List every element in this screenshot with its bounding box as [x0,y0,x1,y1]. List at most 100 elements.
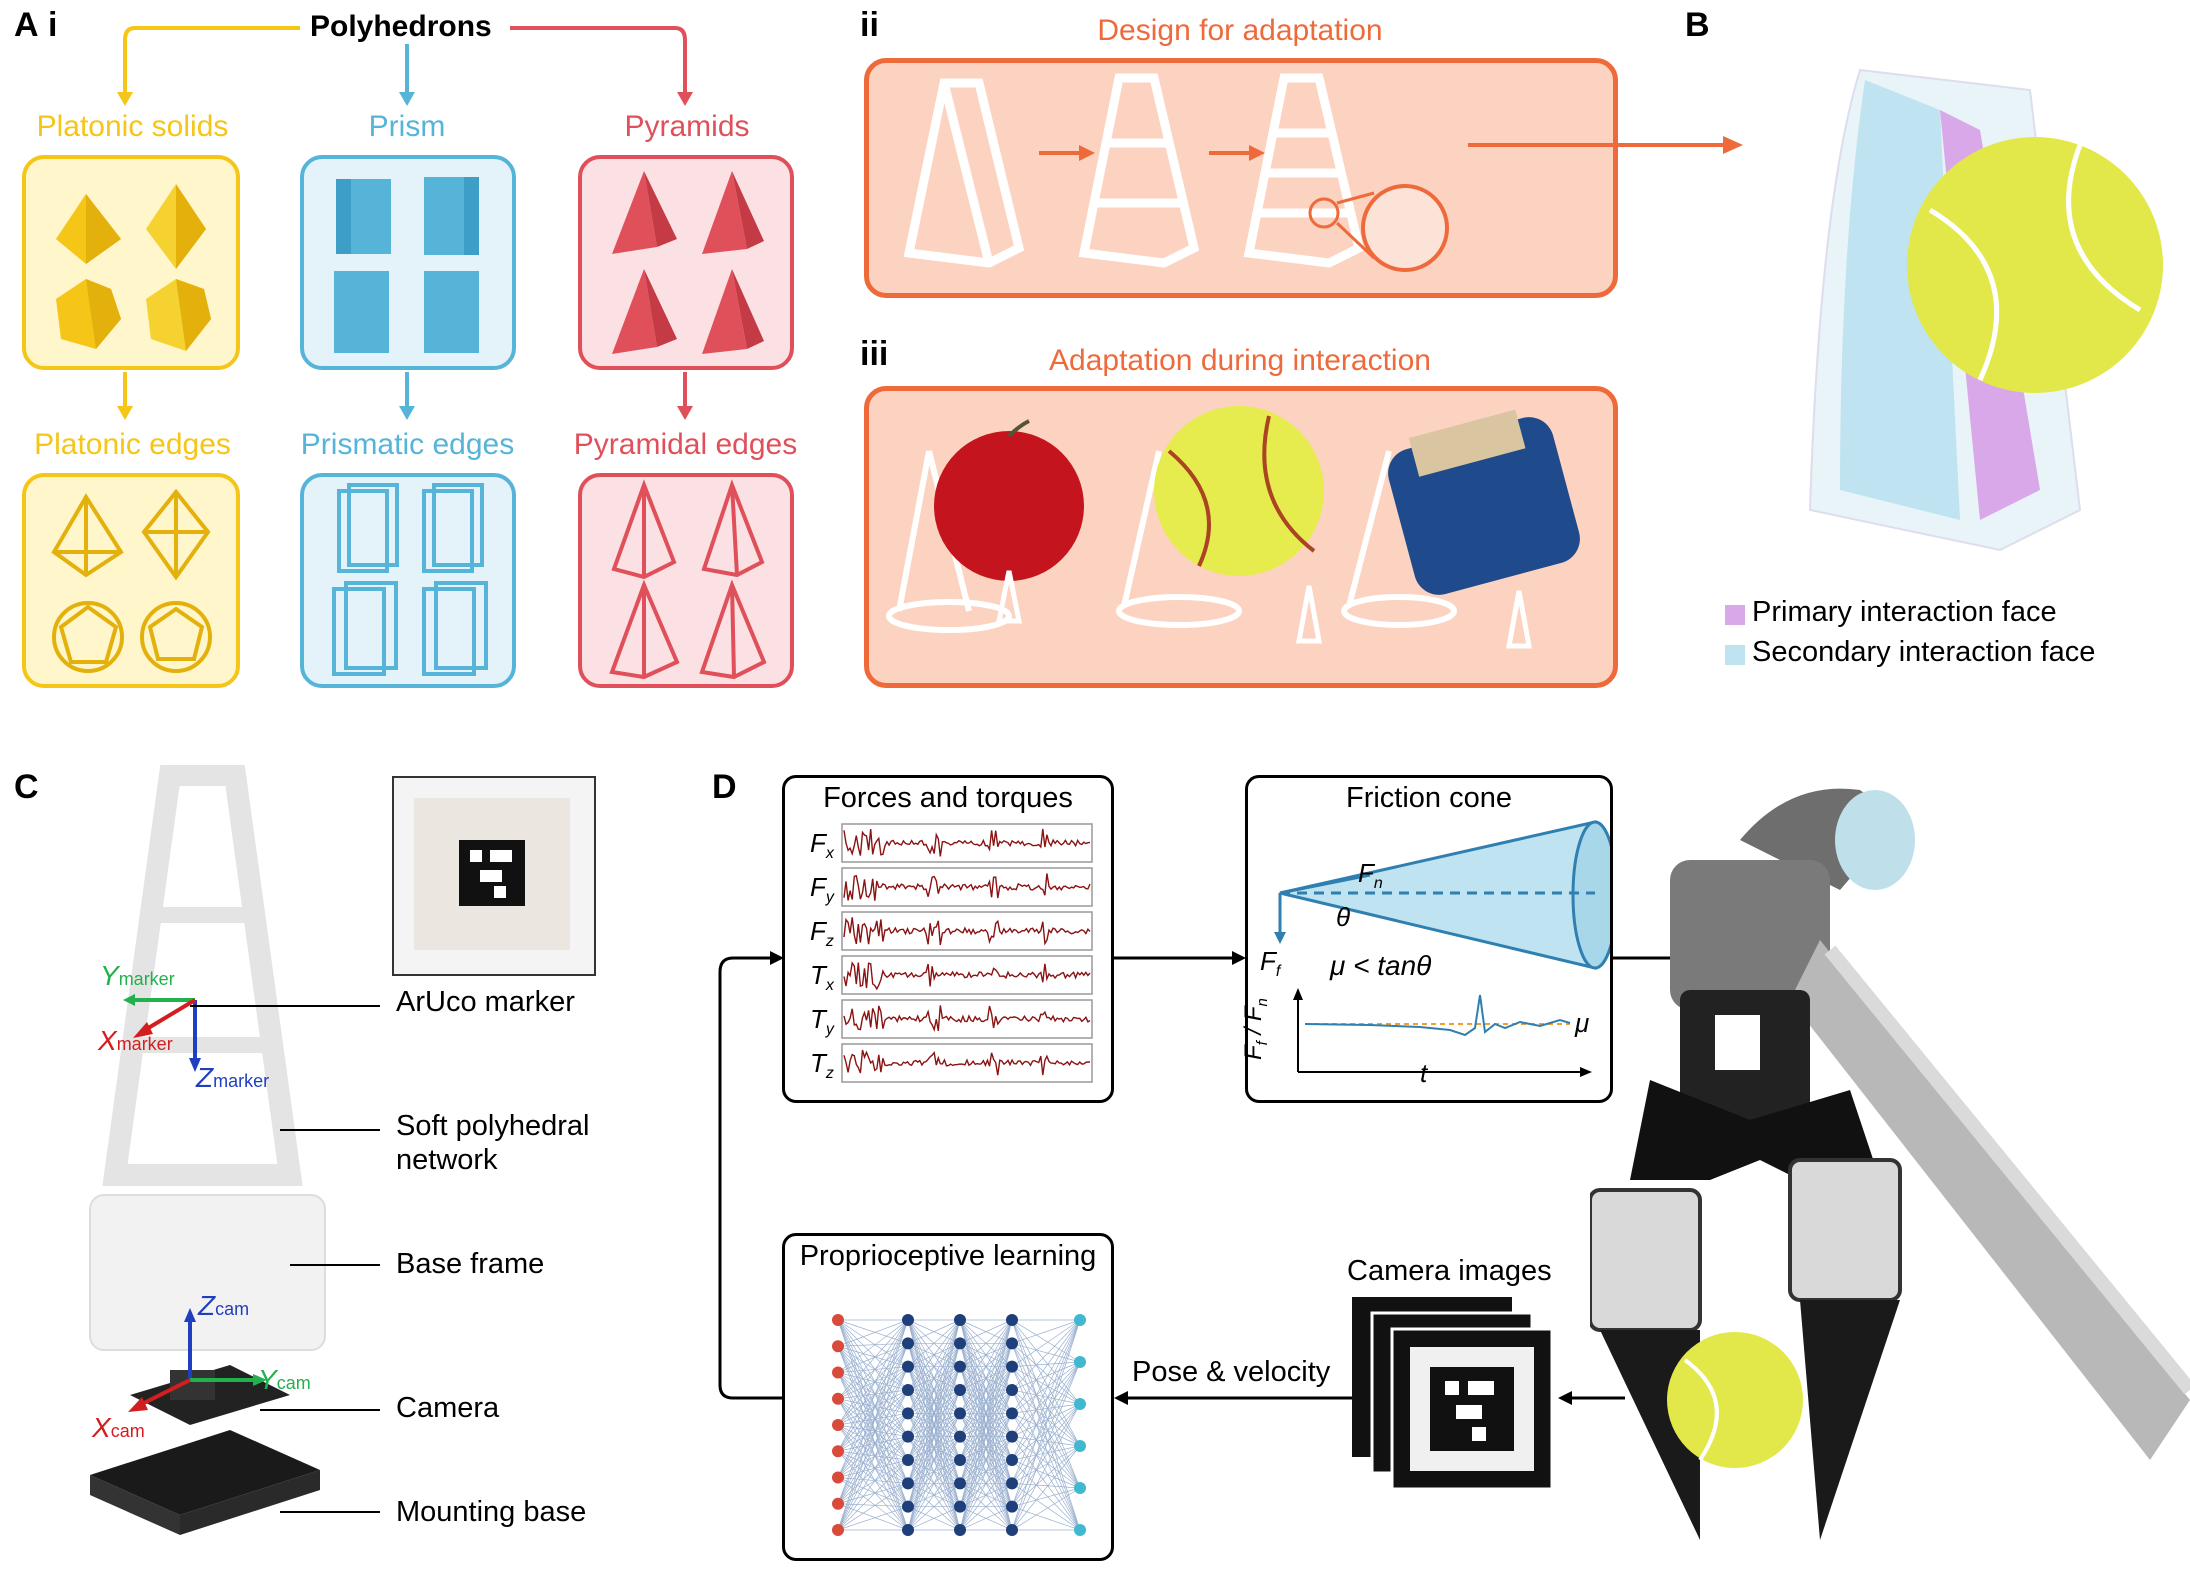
legend-primary-label: Primary interaction face [1752,596,2057,628]
prism-edge-shapes [332,483,488,676]
pyramid-edge-shapes [609,479,767,680]
nn-connection [837,1398,909,1531]
nn-connection [837,1372,909,1414]
nn-connection [837,1319,909,1414]
camera-axes [128,1308,267,1412]
nn-connection [837,1342,909,1347]
nn-connection [837,1343,909,1478]
nn-connection [1011,1361,1081,1437]
nn-connection [837,1345,909,1414]
nn-node [954,1337,966,1350]
nn-connection [1011,1403,1081,1437]
nn-connection [837,1346,909,1484]
nn-connection [837,1389,909,1478]
nn-node [1006,1430,1018,1443]
nn-node [954,1477,966,1490]
nn-node [832,1471,844,1484]
nn-connection [837,1436,909,1505]
nn-connection [1011,1319,1081,1484]
signal-plots [800,822,1096,1092]
signal-frame [841,955,1093,995]
signal-label-fy: Fy [810,872,834,907]
friction-mu-label: μ [1575,1008,1590,1038]
nn-connection [837,1319,909,1399]
nn-connection [837,1319,909,1347]
prism-box [300,155,516,370]
nn-connection [837,1319,909,1344]
nn-connection [1011,1445,1081,1531]
nn-connection [959,1319,1013,1391]
nn-connection [837,1366,909,1478]
nn-connection [837,1506,909,1531]
nn-node [902,1524,914,1536]
nn-connection [1011,1319,1081,1414]
nn-connection [837,1343,909,1426]
nn-node [954,1360,966,1373]
nn-connection [907,1389,961,1531]
nn-connection [837,1372,909,1484]
legend-secondary-label: Secondary interaction face [1752,636,2096,668]
nn-connection [1011,1403,1081,1531]
signal-label-tx: Tx [810,960,834,995]
nn-connection [1011,1445,1081,1507]
nn-node [902,1407,914,1420]
nn-connection [1011,1361,1081,1368]
nn-node [1074,1524,1086,1536]
nn-connection [837,1398,909,1484]
camera-label: Camera [396,1392,500,1424]
nn-connection [907,1319,961,1484]
signal-traces [841,823,1093,1083]
nn-node [1006,1500,1018,1513]
nn-node [902,1314,914,1326]
nn-connection [1011,1319,1081,1344]
panel-label-a: A [14,6,39,44]
y-marker-axis-label: Ymarker [100,960,175,991]
z-cam-axis-label: Zcam [198,1290,250,1321]
nn-connection [837,1389,909,1452]
x-marker-axis-label: Xmarker [98,1025,173,1056]
nn-node [832,1419,844,1431]
nn-connection [1011,1506,1081,1531]
nn-connection [837,1343,909,1400]
nn-connection [837,1503,909,1508]
neural-network-diagram [832,1314,1086,1536]
pipeline-arrows [718,951,1730,1405]
nn-connection [837,1398,909,1507]
design-for-adaptation-title: Design for adaptation [1097,14,1383,47]
nn-connection [1011,1413,1081,1489]
nn-connection [1011,1389,1081,1405]
nn-connection [1011,1403,1081,1484]
nn-connection [837,1372,909,1461]
nn-node [1006,1524,1018,1536]
aruco-marker-image [414,798,570,950]
nn-node [954,1524,966,1536]
nn-connection [1011,1436,1081,1447]
nn-connection [837,1477,909,1507]
proprioceptive-learning-title: Proprioceptive learning [799,1240,1097,1272]
nn-node [902,1337,914,1350]
nn-connection [907,1319,961,1414]
panel-label-c: C [14,768,39,806]
nn-connection [907,1459,961,1531]
nn-node [1006,1407,1018,1420]
nn-node [902,1360,914,1373]
nn-connection [837,1436,909,1531]
adaptation-during-interaction-title: Adaptation during interaction [1049,344,1431,377]
platonic-edge-shapes [51,488,212,673]
nn-node [1074,1356,1086,1368]
nn-connection [1011,1403,1081,1414]
panel-label-a-iii: iii [860,335,889,373]
nn-connection [837,1319,909,1461]
nn-connection [1011,1366,1081,1531]
nn-connection [837,1424,909,1484]
adaptation-stages [903,73,1449,272]
nn-connection [1011,1343,1081,1447]
nn-connection [1011,1487,1081,1508]
nn-connection [837,1450,909,1461]
signal-frame [841,823,1093,863]
nn-connection [907,1319,961,1507]
nn-connection [837,1424,909,1531]
nn-connection [1011,1319,1081,1507]
nn-connection [1011,1366,1081,1489]
nn-connection [837,1459,909,1478]
